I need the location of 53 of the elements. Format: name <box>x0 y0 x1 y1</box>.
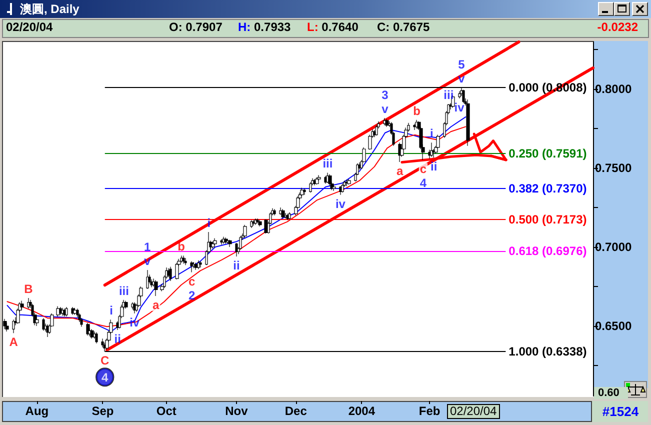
annotation: i <box>207 216 211 230</box>
ref-line-label: 1.000 (0.6338) <box>508 344 587 359</box>
text: 0.60 <box>594 387 628 399</box>
ref-line-label: 0.500 (0.7173) <box>508 212 587 227</box>
annotation: v <box>382 102 389 116</box>
text: 02/20/04 <box>6 20 53 35</box>
text: C: 0.7675 <box>377 20 430 35</box>
annotation: ii <box>430 160 438 174</box>
ref-line-label: 0.618 (0.6976) <box>508 244 587 258</box>
annotation: ii <box>233 258 240 272</box>
annotation: c <box>420 162 427 176</box>
x-tick-label: Dec <box>284 404 308 418</box>
annotation: b <box>178 240 185 254</box>
x-tick-label: Aug <box>25 404 49 418</box>
annotation: iii <box>444 88 454 102</box>
chart-title: 澳圓, Daily <box>20 2 80 16</box>
y-tick-label: 0.6500 <box>595 318 632 333</box>
y-tick-label: 0.8000 <box>595 82 632 96</box>
annotation: A <box>9 335 18 350</box>
annotation: 2 <box>188 288 196 302</box>
annotation: 4 <box>102 370 109 385</box>
x-tick-label: Oct <box>156 404 176 418</box>
annotation: i <box>110 304 113 318</box>
x-tick-label: Sep <box>92 404 114 418</box>
text: L: 0.7640 <box>307 20 358 35</box>
annotation: iv <box>335 196 346 211</box>
annotation: 4 <box>420 176 427 190</box>
ref-line-label: 0.382 (0.7370) <box>508 182 587 196</box>
annotation: a <box>152 298 160 312</box>
annotation: c <box>188 274 196 288</box>
annotation: iii <box>322 156 333 171</box>
text: H: 0.7933 <box>238 20 291 35</box>
x-tick-label: Feb <box>418 404 440 418</box>
annotation: b <box>413 104 421 118</box>
annotation: iii <box>118 284 129 298</box>
annotation: 3 <box>382 88 389 102</box>
annotation: 1 <box>144 240 151 254</box>
annotation: B <box>24 282 34 296</box>
text: O: 0.7907 <box>169 20 222 35</box>
text: #1524 <box>593 404 648 419</box>
text: -0.0232 <box>597 20 638 35</box>
y-tick-label: 0.7500 <box>595 160 632 175</box>
x-tick-label: Nov <box>225 404 248 418</box>
annotation: i <box>430 126 434 141</box>
text: 02/20/04 <box>447 404 500 419</box>
y-tick-label: 0.7000 <box>595 240 632 254</box>
annotation: iv <box>454 100 465 114</box>
ref-line-label: 0.250 (0.7591) <box>508 146 587 161</box>
annotation: a <box>396 164 404 178</box>
annotation: C <box>100 354 110 368</box>
annotation: ii <box>114 332 121 346</box>
annotation: 5 <box>458 58 466 72</box>
x-tick-label: 2004 <box>348 404 376 418</box>
